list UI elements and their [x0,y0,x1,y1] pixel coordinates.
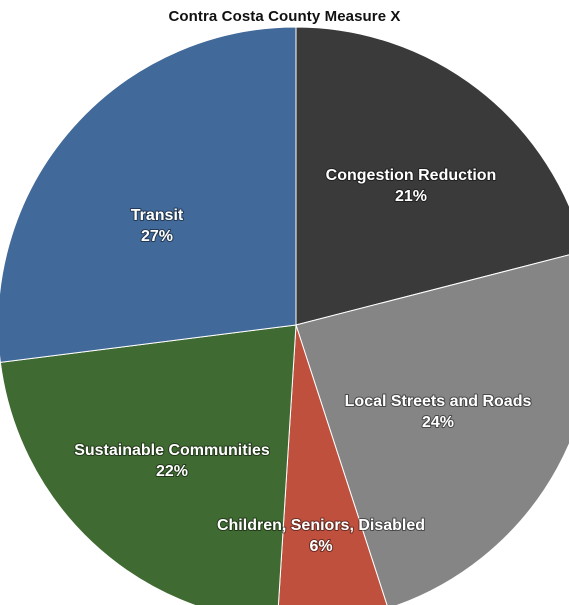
pie-labels: Congestion Reduction 21% Local Streets and… [73,166,532,556]
slice-label-value: 6% [309,538,332,555]
slice-label: Local Streets and Roads 24% [345,393,532,431]
pie-slice-children-seniors-disabled [277,324,388,605]
slice-label-name: Local Streets and Roads [345,393,532,410]
slice-label: Children, Seniors, Disabled 6% [217,517,425,555]
pie-slice-congestion-reduction [295,26,569,326]
chart-title: Contra Costa County Measure X [168,8,401,25]
pie-slice-sustainable-communities [0,324,297,605]
slice-label-value: 24% [422,414,454,431]
slice-label-name: Congestion Reduction [326,167,497,184]
slice-label-name: Sustainable Communities [74,442,270,459]
slice-label-name: Children, Seniors, Disabled [217,517,425,534]
pie-slices [0,26,569,605]
slice-label: Sustainable Communities 22% [74,442,270,480]
slice-label-name: Transit [131,207,184,224]
slice-label: Congestion Reduction 21% [326,167,497,205]
slice-label-value: 22% [156,463,188,480]
slice-label-value: 27% [141,228,173,245]
slice-label: Transit 27% [131,207,184,245]
pie-slice-local-streets-and-roads [295,254,569,605]
pie-slice-transit [0,26,297,363]
slice-label-value: 21% [395,188,427,205]
